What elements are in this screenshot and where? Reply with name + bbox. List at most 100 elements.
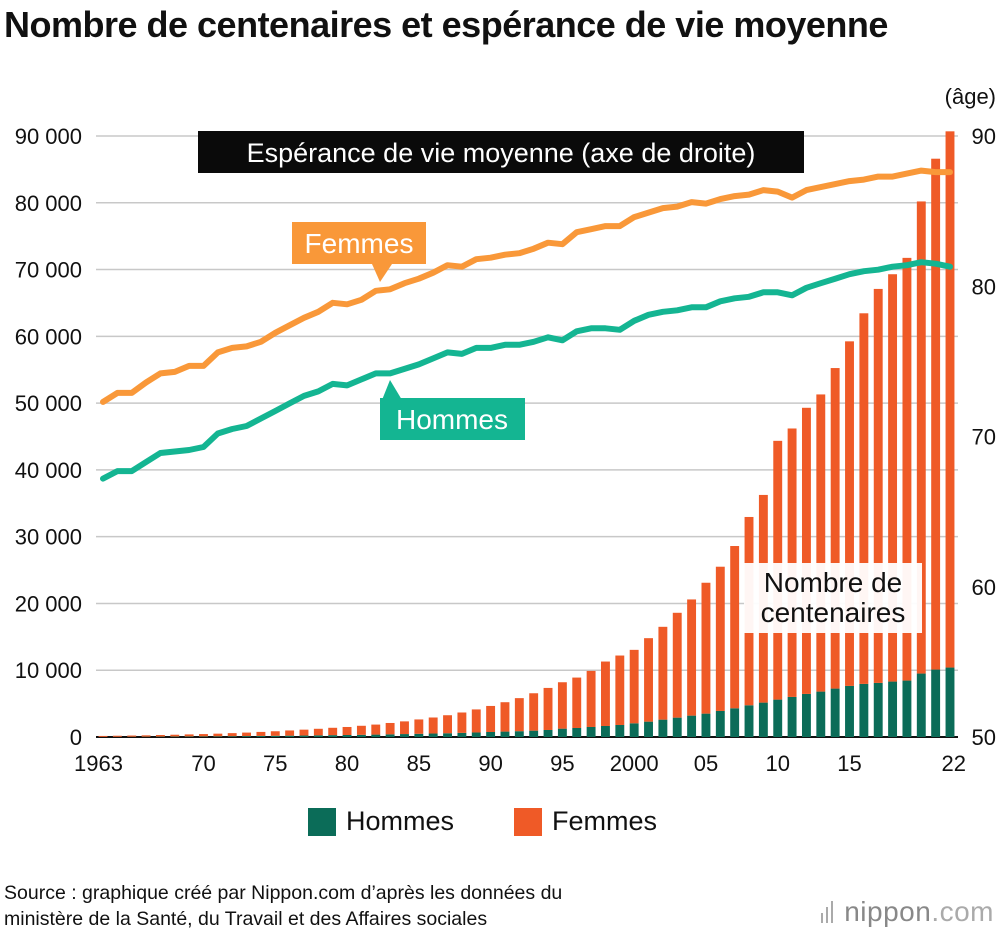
- x-axis-tick-label: 1963: [74, 751, 123, 776]
- hommes-line-label-text: Hommes: [396, 404, 508, 435]
- bar-femmes: [213, 733, 223, 737]
- source-note: Source : graphique créé par Nippon.com d…: [4, 880, 562, 932]
- line-femmes: [100, 167, 953, 405]
- bar-femmes: [328, 727, 338, 736]
- bar-femmes: [787, 428, 797, 697]
- bar-hommes: [242, 736, 252, 737]
- line-hommes: [100, 259, 953, 482]
- bar-femmes: [715, 566, 725, 711]
- bar-hommes: [945, 667, 955, 737]
- bar-hommes: [715, 710, 725, 737]
- bar-hommes: [586, 726, 596, 737]
- left-axis-tick-label: 80 000: [15, 191, 82, 216]
- bar-hommes: [199, 736, 208, 737]
- bar-femmes: [845, 341, 854, 686]
- bar-femmes: [701, 582, 711, 714]
- bar-femmes: [572, 677, 582, 728]
- x-axis-tick-label: 95: [550, 751, 574, 776]
- bar-hommes: [213, 736, 223, 737]
- bar-hommes: [414, 733, 424, 737]
- left-axis-tick-label: 70 000: [15, 258, 82, 283]
- bar-femmes: [514, 698, 524, 732]
- bar-femmes: [242, 732, 252, 737]
- bar-femmes: [830, 368, 840, 689]
- bar-femmes: [112, 735, 122, 737]
- bar-hommes: [615, 724, 625, 737]
- left-axis-tick-label: 10 000: [15, 658, 82, 683]
- bar-hommes: [845, 685, 854, 737]
- bar-hommes: [313, 735, 323, 737]
- bar-hommes: [572, 727, 582, 737]
- left-axis-tick-label: 20 000: [15, 591, 82, 616]
- bar-femmes: [471, 709, 481, 733]
- x-axis-tick-label: 85: [407, 751, 431, 776]
- bar-hommes: [443, 733, 452, 737]
- bar-hommes: [931, 669, 941, 737]
- bar-femmes: [687, 599, 697, 716]
- bar-femmes: [873, 288, 883, 683]
- bar-femmes: [629, 649, 639, 724]
- bar-femmes: [888, 274, 898, 682]
- bar-hommes: [500, 731, 510, 737]
- bar-femmes: [601, 661, 610, 726]
- bar-femmes: [428, 717, 438, 734]
- bar-femmes: [443, 715, 452, 734]
- x-axis-tick-label: 80: [335, 751, 359, 776]
- bar-hommes: [486, 731, 496, 737]
- bar-hommes: [916, 673, 926, 737]
- femmes-line-label: Femmes: [292, 222, 426, 282]
- bar-hommes: [859, 683, 869, 737]
- bar-hommes: [342, 734, 352, 737]
- brand-bars-icon: [821, 901, 836, 923]
- right-axis-ticks: 50 60 70 80 90: [972, 124, 996, 750]
- legend-label-femmes: Femmes: [552, 806, 658, 836]
- bar-femmes: [457, 712, 467, 733]
- bar-femmes: [170, 734, 180, 737]
- bar-femmes: [227, 733, 237, 737]
- bar-femmes: [644, 638, 653, 722]
- bar-hommes: [601, 725, 610, 737]
- right-axis-tick-label: 80: [972, 274, 996, 299]
- bar-femmes: [285, 730, 295, 736]
- grid-lines: [96, 135, 958, 738]
- hommes-line-label: Hommes: [380, 380, 525, 440]
- bar-hommes: [514, 731, 524, 737]
- legend: Hommes Femmes: [308, 806, 717, 837]
- x-axis-tick-label: 70: [191, 751, 215, 776]
- bar-hommes: [801, 693, 811, 737]
- right-axis-tick-label: 70: [972, 425, 996, 450]
- bar-femmes: [859, 313, 869, 684]
- bar-hommes: [629, 723, 639, 737]
- brand-logo: nippon .com: [821, 896, 994, 928]
- bar-hommes: [457, 732, 467, 737]
- bar-hommes: [557, 728, 567, 737]
- brand-suffix: .com: [931, 896, 994, 927]
- bar-femmes: [199, 734, 208, 737]
- bar-femmes: [313, 728, 323, 736]
- bar-femmes: [902, 257, 912, 681]
- bar-femmes: [586, 670, 596, 727]
- bar-hommes: [744, 705, 754, 737]
- bar-femmes: [400, 721, 409, 735]
- bar-femmes: [98, 735, 108, 737]
- life-expectancy-annotation-text: Espérance de vie moyenne (axe de droite): [247, 138, 756, 168]
- bar-femmes: [342, 726, 352, 735]
- bar-femmes: [945, 131, 955, 668]
- bar-hommes: [184, 736, 194, 737]
- left-axis-tick-label: 60 000: [15, 324, 82, 349]
- life-expectancy-annotation: Espérance de vie moyenne (axe de droite): [198, 131, 804, 173]
- source-line-2: ministère de la Santé, du Travail et des…: [4, 908, 488, 930]
- bar-femmes: [672, 612, 682, 718]
- centenarians-annotation-line-1: Nombre de: [764, 567, 903, 598]
- x-axis-tick-label: 05: [694, 751, 718, 776]
- bar-hommes: [902, 680, 912, 737]
- bar-femmes: [500, 702, 510, 732]
- bar-femmes: [155, 734, 165, 737]
- bar-femmes: [730, 546, 740, 709]
- bar-femmes: [557, 682, 567, 729]
- legend-swatch-femmes: [514, 807, 543, 836]
- bar-femmes: [816, 394, 826, 692]
- bar-femmes: [931, 158, 941, 670]
- bar-hommes: [701, 713, 711, 737]
